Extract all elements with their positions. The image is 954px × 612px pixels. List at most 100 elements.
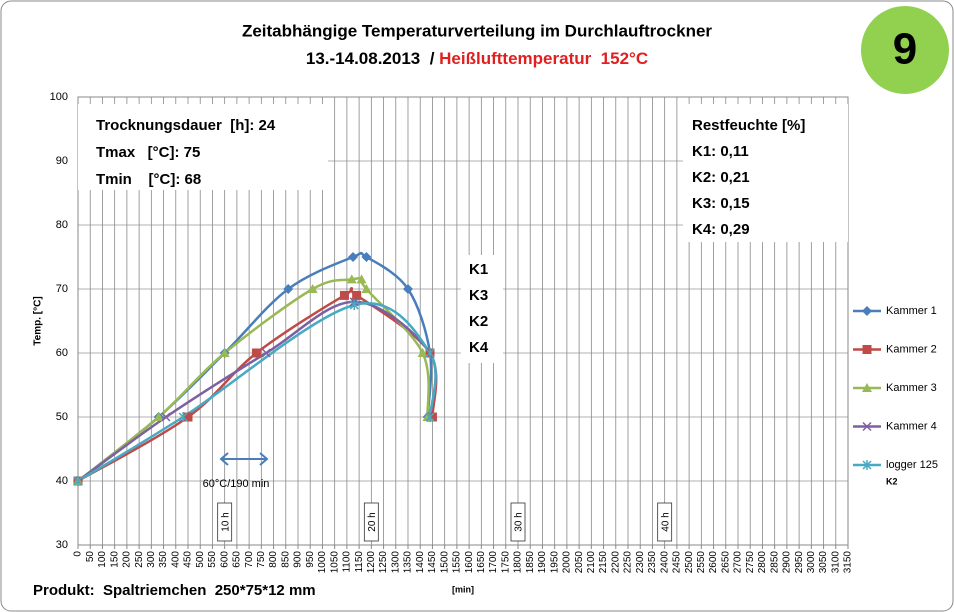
x-tick-label: 1250: [378, 551, 389, 574]
x-tick-label: 50: [85, 551, 96, 563]
x-tick-label: 2650: [720, 551, 731, 574]
order-label: K3: [469, 287, 488, 304]
x-tick-label: 3000: [806, 551, 817, 574]
info-right: K1: 0,11: [692, 143, 749, 160]
y-tick-label: 30: [56, 539, 68, 551]
x-tick-label: 2500: [684, 551, 695, 574]
x-tick-label: 2800: [757, 551, 768, 574]
badge-number: 9: [893, 25, 917, 74]
y-tick-label: 80: [56, 219, 68, 231]
x-tick-label: 900: [293, 551, 304, 568]
x-tick-label: 1750: [500, 551, 511, 574]
marker: [862, 383, 872, 392]
subtitle-temp: Heißlufttemperatur 152°C: [439, 49, 648, 68]
marker: [348, 252, 358, 262]
x-tick-label: 2300: [635, 551, 646, 574]
x-axis-label: [min]: [452, 584, 474, 594]
subtitle-date: 13.-14.08.2013 /: [306, 49, 439, 68]
marker: [356, 274, 367, 284]
marker: [346, 274, 357, 284]
y-tick-label: 60: [56, 347, 68, 359]
x-tick-label: 1050: [329, 551, 340, 574]
marker: [403, 284, 413, 294]
x-tick-label: 0: [73, 551, 84, 557]
info-right: K3: 0,15: [692, 195, 750, 212]
x-tick-label: 950: [305, 551, 316, 568]
annotation: 60°C/190 min: [203, 478, 270, 490]
legend-label: Kammer 4: [886, 420, 937, 432]
info-box-right: [683, 104, 848, 242]
x-tick-label: 2950: [794, 551, 805, 574]
marks: [73, 251, 438, 486]
marker: [352, 290, 362, 300]
y-tick-label: 40: [56, 475, 68, 487]
x-tick-label: 2450: [672, 551, 683, 574]
marker: [361, 252, 372, 262]
x-tick-label: 2200: [610, 551, 621, 574]
hour-marker-box: [657, 502, 673, 542]
x-tick-label: 1500: [439, 551, 450, 574]
marker: [862, 421, 872, 432]
x-tick-label: 2350: [647, 551, 658, 574]
x-tick-label: 1200: [366, 551, 377, 574]
order-label: K1: [469, 261, 488, 278]
hour-marker-box: [363, 502, 379, 542]
marker: [219, 348, 230, 357]
x-tick-label: 650: [232, 551, 243, 568]
x-tick-label: 2900: [782, 551, 793, 574]
x-tick-label: 1850: [525, 551, 536, 574]
y-axis-label: Temp. [°C]: [33, 296, 44, 345]
x-tick-label: 1650: [476, 551, 487, 574]
x-tick-label: 2850: [769, 551, 780, 574]
marker: [862, 460, 872, 470]
marker: [427, 412, 437, 422]
x-tick-label: 200: [122, 551, 133, 568]
x-tick-label: 3100: [830, 551, 841, 574]
legend-label: Kammer 1: [886, 305, 937, 317]
marker: [261, 348, 271, 358]
order-label: K2: [469, 313, 488, 330]
x-tick-label: 850: [280, 551, 291, 568]
info-left: Tmin [°C]: 68: [96, 171, 201, 188]
x-tick-label: 2750: [745, 551, 756, 574]
hour-marker-box: [217, 502, 233, 542]
hour-marker: 20 h: [367, 512, 378, 531]
x-tick-label: 550: [207, 551, 218, 568]
marker: [283, 284, 294, 294]
marker: [425, 348, 435, 358]
y-tick-label: 70: [56, 283, 68, 295]
marker: [178, 412, 188, 422]
x-tick-label: 2550: [696, 551, 707, 574]
marker: [251, 348, 261, 358]
x-tick-label: 3050: [818, 551, 829, 574]
x-tick-label: 300: [146, 551, 157, 568]
x-tick-label: 1600: [464, 551, 475, 574]
marker: [417, 348, 428, 357]
x-tick-label: 1700: [488, 551, 499, 574]
marker: [307, 284, 318, 293]
chart-title: Zeitabhängige Temperaturverteilung im Du…: [242, 21, 712, 40]
plot-area: [77, 96, 849, 546]
x-tick-label: 2250: [623, 551, 634, 574]
legend-label: Kammer 3: [886, 382, 937, 394]
marker: [361, 284, 372, 293]
x-tick-label: 1950: [549, 551, 560, 574]
x-tick-label: 100: [97, 551, 108, 568]
x-tick-label: 1350: [403, 551, 414, 574]
x-tick-label: 750: [256, 551, 267, 568]
footer: Produkt: Spaltriemchen 250*75*12 mm: [33, 582, 316, 599]
info-right: K2: 0,21: [692, 169, 750, 186]
x-tick-label: 500: [195, 551, 206, 568]
legend-label: logger 125: [886, 459, 938, 471]
x-tick-label: 700: [244, 551, 255, 568]
marker: [161, 412, 171, 422]
x-tick-label: 3150: [843, 551, 854, 574]
x-tick-label: 1150: [354, 551, 365, 573]
order-label: K4: [469, 339, 489, 356]
annotation-arrowheads: [219, 452, 269, 466]
marker: [153, 412, 164, 421]
hour-marker: 10 h: [220, 512, 231, 531]
y-tick-label: 100: [50, 91, 68, 103]
x-tick-label: 1300: [390, 551, 401, 574]
